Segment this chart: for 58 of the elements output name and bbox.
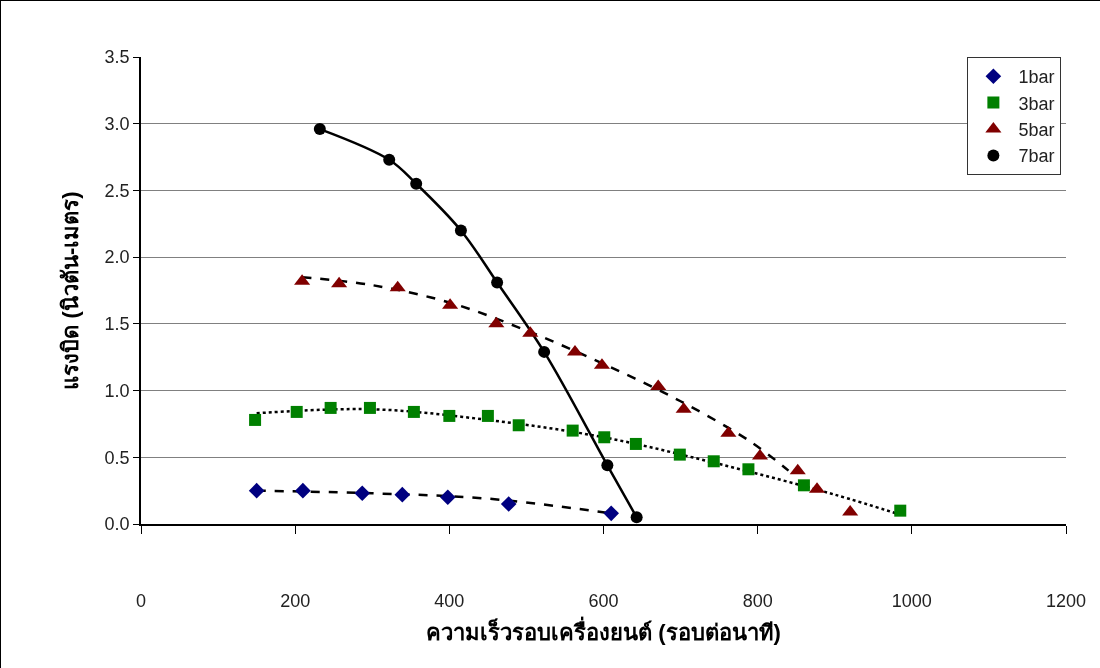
- point: [363, 401, 376, 414]
- x-tick-label: 0: [135, 591, 147, 612]
- legend-label: 3bar: [1018, 93, 1055, 114]
- point: [842, 504, 859, 516]
- point: [491, 276, 504, 289]
- point: [566, 424, 579, 437]
- point: [383, 153, 396, 166]
- x-tick-label: 400: [434, 591, 465, 612]
- point: [290, 405, 303, 418]
- point: [742, 463, 755, 476]
- point: [500, 496, 517, 512]
- point: [389, 280, 406, 292]
- x-tick-label: 600: [588, 591, 619, 612]
- point: [249, 413, 262, 426]
- point: [598, 431, 611, 444]
- point: [894, 504, 907, 517]
- point: [295, 482, 311, 499]
- legend-label: 5bar: [1018, 120, 1055, 141]
- point: [454, 224, 467, 237]
- x-tick-label: 1000: [891, 591, 932, 612]
- point: [443, 409, 456, 422]
- point: [331, 276, 348, 288]
- point: [650, 379, 667, 391]
- point: [673, 448, 686, 461]
- point: [488, 316, 505, 328]
- y-tick-label: 2.5: [104, 180, 130, 201]
- legend-label: 1bar: [1018, 67, 1055, 88]
- y-tick-label: 3.5: [104, 47, 130, 68]
- legend-label: 7bar: [1018, 146, 1055, 167]
- y-tick-label: 0.0: [104, 514, 130, 535]
- x-axis-title: ความเร็วรอบเครื่องยนต์ (รอบต่อนาที): [426, 615, 781, 645]
- y-tick-label: 1.5: [104, 314, 130, 335]
- point: [439, 489, 456, 506]
- y-tick-label: 1.0: [104, 380, 130, 401]
- point: [481, 409, 494, 422]
- point: [789, 463, 806, 475]
- x-tick-label: 200: [280, 591, 311, 612]
- y-axis-title: แรงบิด (นิวตัน-เมตร): [57, 191, 83, 390]
- y-tick-label: 3.0: [104, 114, 130, 135]
- point: [248, 482, 265, 499]
- y-tick-label: 2.0: [104, 247, 130, 268]
- x-tick-label: 800: [742, 591, 773, 612]
- point: [797, 479, 810, 492]
- point: [410, 177, 423, 190]
- point: [354, 485, 371, 502]
- point: [707, 455, 720, 468]
- y-tick-label: 0.5: [104, 447, 130, 468]
- point: [603, 505, 620, 522]
- point: [630, 511, 643, 524]
- point: [313, 123, 326, 136]
- point: [394, 486, 411, 503]
- point: [407, 405, 420, 418]
- point: [601, 459, 614, 472]
- point: [538, 345, 551, 358]
- x-tick-label: 1200: [1045, 591, 1087, 612]
- point: [512, 419, 525, 432]
- point: [324, 401, 337, 414]
- point: [629, 437, 642, 450]
